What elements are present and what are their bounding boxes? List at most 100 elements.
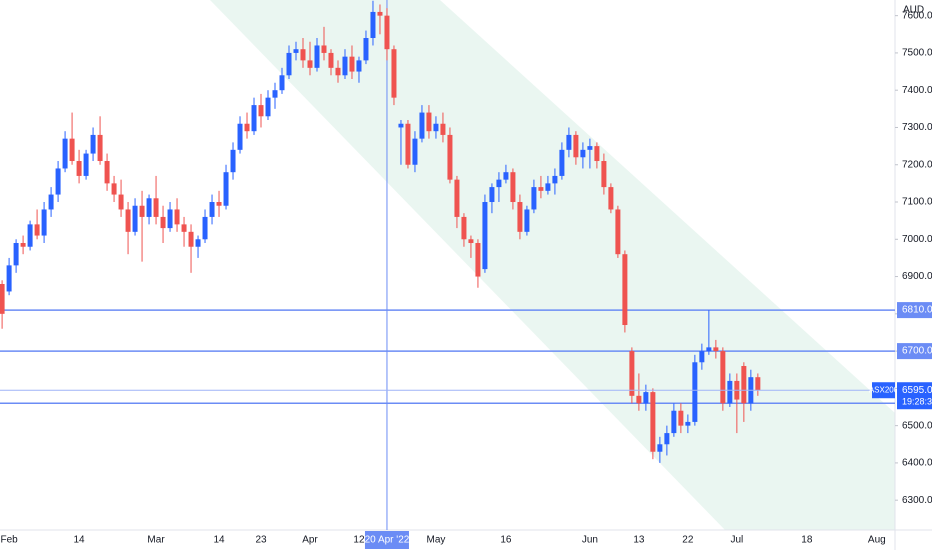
candle-body [461, 216, 467, 240]
x-tick-label: Aug [868, 535, 886, 546]
candle-body [580, 149, 586, 158]
candle-body [622, 254, 628, 326]
y-tick-label: 6300.00 [902, 495, 932, 506]
candle-body [69, 138, 75, 162]
y-tick-label: 7500.00 [902, 48, 932, 59]
candle-body [538, 187, 544, 191]
level-label: 6700.00 [902, 346, 932, 357]
candle-body [335, 67, 341, 76]
currency-label: AUD [903, 5, 924, 16]
candle-body [545, 183, 551, 191]
candle-body [678, 410, 684, 426]
candle-body [6, 265, 12, 292]
candle-body [615, 209, 621, 255]
candle-body [482, 202, 488, 270]
candle-body [48, 194, 54, 210]
candle-body [601, 161, 607, 188]
x-tick-label: Mar [147, 535, 165, 546]
candle-body [83, 153, 89, 176]
candle-body [391, 49, 397, 98]
candle-body [293, 49, 299, 53]
candle-body [20, 243, 26, 247]
candle-body [153, 198, 159, 217]
candle-body [370, 11, 376, 39]
x-tick-label: Apr [302, 535, 318, 546]
y-tick-label: 7300.00 [902, 122, 932, 133]
symbol-label: ASX200 [869, 385, 899, 394]
candle-body [636, 395, 642, 404]
candle-body [713, 347, 719, 352]
candle-body [720, 351, 726, 404]
level-label-box [897, 343, 932, 360]
x-tick-label: 22 [682, 535, 694, 546]
candle-body [566, 134, 572, 150]
x-tick-label: 18 [801, 535, 813, 546]
candle-body [377, 11, 383, 16]
candle-body [412, 138, 418, 165]
x-tick-label: May [427, 535, 446, 546]
candle-body [237, 123, 243, 150]
candle-body [629, 351, 635, 396]
candle-body [111, 183, 117, 195]
candle-body [510, 172, 516, 203]
candle-body [699, 351, 705, 363]
candle-body [321, 45, 327, 53]
candle-body [244, 123, 250, 132]
last-price-label: 6595.01 [902, 385, 932, 396]
candle-body [608, 187, 614, 210]
candle-body [174, 209, 180, 225]
x-tick-label: 12 [353, 535, 365, 546]
candle-body [587, 146, 593, 150]
x-tick-label: 23 [255, 535, 267, 546]
y-tick-label: 7600.00 [902, 10, 932, 21]
candle-body [685, 421, 691, 426]
x-tick-label: 13 [633, 535, 645, 546]
candle-body [559, 149, 565, 176]
last-price-box [897, 382, 932, 410]
candle-body [62, 138, 68, 169]
candle-body [118, 194, 124, 210]
candle-body [41, 209, 47, 236]
symbol-box [872, 382, 895, 399]
candle-body [167, 209, 173, 229]
x-tick-label: 14 [213, 535, 225, 546]
candle-body [209, 202, 215, 217]
x-tick-label: Feb [0, 535, 18, 546]
candle-body [195, 239, 201, 247]
candle-body [342, 56, 348, 76]
candle-body [692, 362, 698, 422]
candle-body [13, 243, 19, 266]
y-tick-label: 6900.00 [902, 271, 932, 282]
x-tick-label: Jul [730, 535, 743, 546]
candle-body [440, 123, 446, 135]
candle-body [328, 52, 334, 68]
candle-body [230, 149, 236, 173]
candle-body [755, 377, 761, 391]
y-tick-label: 7000.00 [902, 234, 932, 245]
y-tick-label: 7400.00 [902, 85, 932, 96]
candle-body [398, 123, 404, 128]
x-tick-label: 14 [74, 535, 86, 546]
y-tick-label: 6500.00 [902, 420, 932, 431]
candle-body [132, 205, 138, 232]
x-tick-label: 16 [500, 535, 512, 546]
candle-body [160, 216, 166, 229]
candle-body [307, 60, 313, 68]
candle-body [594, 146, 600, 162]
crosshair-label: 20 Apr '22 [365, 535, 410, 546]
candle-body [706, 347, 712, 352]
candle-body [55, 168, 61, 195]
candle-body [97, 134, 103, 162]
y-tick-label: 6400.00 [902, 458, 932, 469]
candle-body [384, 15, 390, 50]
candle-body [272, 90, 278, 98]
candle-body [27, 224, 33, 247]
countdown-label: 19:28:38 [902, 397, 932, 407]
candle-body [405, 123, 411, 165]
candle-body [279, 75, 285, 91]
candle-body [363, 38, 369, 61]
candle-body [265, 97, 271, 117]
candle-body [139, 205, 145, 217]
candle-body [125, 209, 131, 232]
candle-body [76, 161, 82, 176]
